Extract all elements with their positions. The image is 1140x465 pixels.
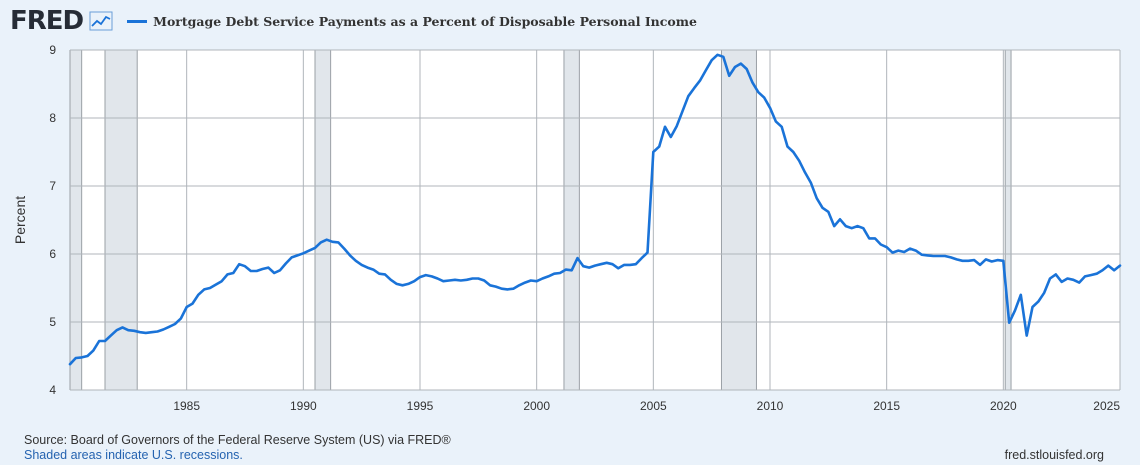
header: FRED Mortgage Debt Service Payments as a… (10, 6, 697, 36)
y-tick-label: 9 (49, 43, 56, 57)
x-tick-label: 2020 (990, 399, 1017, 413)
recession-band-4 (721, 50, 757, 390)
legend-swatch (127, 19, 148, 23)
y-axis-label: Percent (12, 196, 28, 244)
recession-band-3 (563, 50, 580, 390)
y-tick-label: 6 (49, 247, 56, 261)
fred-logo[interactable]: FRED (10, 6, 84, 36)
y-tick-label: 5 (49, 315, 56, 329)
legend-item[interactable]: Mortgage Debt Service Payments as a Perc… (127, 14, 697, 29)
recession-band-2 (315, 50, 331, 390)
footer-url[interactable]: fred.stlouisfed.org (1004, 448, 1104, 462)
recession-note[interactable]: Shaded areas indicate U.S. recessions. (24, 448, 243, 462)
footer-source: Source: Board of Governors of the Federa… (24, 433, 451, 463)
plot-area (70, 50, 1120, 390)
y-tick-label: 8 (49, 111, 56, 125)
y-tick-label: 4 (49, 383, 56, 397)
y-axis-ticks: 4 5 6 7 8 9 (49, 43, 56, 397)
x-tick-label: 1995 (407, 399, 434, 413)
x-tick-label: 2015 (873, 399, 900, 413)
x-axis-ticks: 1985 1990 1995 2000 2005 2010 2015 2020 2025 (173, 399, 1120, 413)
x-tick-label: 1985 (173, 399, 200, 413)
source-text: Source: Board of Governors of the Federa… (24, 433, 451, 447)
trend-chart-icon (89, 11, 113, 31)
x-tick-label: 1990 (290, 399, 317, 413)
gridlines (70, 49, 1121, 391)
recession-band-5 (1005, 50, 1012, 390)
x-tick-label: 2025 (1093, 399, 1120, 413)
series-line-0[interactable] (68, 53, 1122, 366)
x-tick-label: 2005 (640, 399, 667, 413)
recession-bands (69, 50, 1012, 390)
recession-band-0 (70, 50, 82, 390)
y-tick-label: 7 (49, 179, 56, 193)
recession-band-1 (105, 50, 138, 390)
legend-label: Mortgage Debt Service Payments as a Perc… (153, 13, 697, 29)
x-tick-label: 2010 (757, 399, 784, 413)
x-tick-label: 2000 (523, 399, 550, 413)
series-layer (68, 53, 1122, 366)
